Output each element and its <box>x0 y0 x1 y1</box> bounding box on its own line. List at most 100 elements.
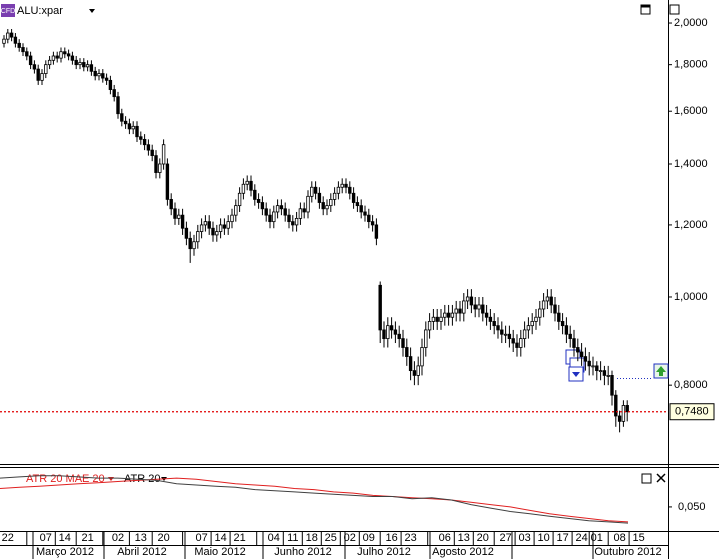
month-label: Julho 2012 <box>357 546 411 558</box>
candle-body <box>13 36 18 44</box>
candle-body <box>131 125 135 130</box>
candle-body <box>465 296 470 302</box>
x-tick-label: 24 <box>575 532 587 544</box>
candle-body <box>177 214 181 219</box>
candle-body <box>625 405 629 413</box>
last-price-box <box>669 403 715 421</box>
candle-body <box>511 338 515 344</box>
candle-body <box>142 138 147 146</box>
candle-body <box>602 370 607 376</box>
cfd-badge[interactable] <box>1 4 15 17</box>
candle-body <box>234 205 238 216</box>
x-tick-label: 03 <box>518 532 530 544</box>
candle-body <box>507 333 512 340</box>
month-label: Agosto 2012 <box>432 546 494 558</box>
candle-body <box>173 208 177 219</box>
x-tick-label: 20 <box>157 532 169 544</box>
candle-body <box>443 312 447 318</box>
candle-body <box>435 316 439 322</box>
y-tick-label: 1,6000 <box>674 105 708 117</box>
candle-body <box>374 224 379 239</box>
candle-body <box>150 149 154 157</box>
candle-body <box>412 370 417 376</box>
candle-body <box>446 312 451 318</box>
candle-body <box>165 163 170 200</box>
x-tick-label: 02 <box>344 532 356 544</box>
candle-body <box>294 217 299 226</box>
candle-body <box>180 214 185 229</box>
candle-body <box>617 415 622 422</box>
candle-body <box>28 55 33 66</box>
candle-body <box>9 32 14 38</box>
candle-body <box>454 308 458 314</box>
candle-body <box>260 202 265 210</box>
close-button[interactable] <box>656 473 666 483</box>
y-tick-label: 1,8000 <box>674 59 708 71</box>
candle-body <box>283 208 287 216</box>
candle-body <box>363 211 367 216</box>
maximize-button[interactable] <box>641 473 652 484</box>
candle-body <box>120 113 124 122</box>
x-tick-label: 10 <box>537 532 549 544</box>
candle-body <box>621 405 626 422</box>
candle-body <box>123 120 128 125</box>
candle-body <box>378 284 382 331</box>
x-tick-label: 16 <box>385 532 397 544</box>
candle-body <box>397 333 401 340</box>
candle-body <box>63 51 67 55</box>
candle-body <box>488 316 493 322</box>
candle-body <box>344 183 348 188</box>
y-tick-label: 2,0000 <box>674 17 708 29</box>
candle-body <box>583 356 588 362</box>
candle-body <box>587 360 591 367</box>
x-tick-label: 15 <box>632 532 644 544</box>
candle-body <box>184 227 189 239</box>
candle-body <box>408 356 413 372</box>
candle-body <box>222 224 227 229</box>
panel-button[interactable] <box>669 4 680 15</box>
candle-body <box>332 192 337 200</box>
candle-body <box>192 241 196 250</box>
candle-body <box>340 183 344 188</box>
candle-body <box>17 42 21 48</box>
candle-body <box>310 186 314 197</box>
candle-body <box>541 300 546 310</box>
candle-body <box>348 186 352 194</box>
month-label: Abril 2012 <box>117 546 167 558</box>
candle-body <box>481 304 485 314</box>
candle-body <box>36 68 40 81</box>
maximize-button[interactable] <box>640 4 651 15</box>
x-tick-label: 07 <box>195 532 207 544</box>
candle-body <box>135 125 139 138</box>
candle-body <box>370 221 375 226</box>
candle-body <box>469 296 474 306</box>
candle-body <box>595 365 599 372</box>
candle-body <box>329 199 333 207</box>
candle-body <box>591 365 595 368</box>
candle-body <box>6 32 10 40</box>
candle-body <box>560 321 565 327</box>
x-tick-label: 01 <box>591 532 603 544</box>
y-tick-label: 0,8000 <box>674 379 708 391</box>
dropdown-arrow[interactable] <box>89 9 95 13</box>
candle-body <box>97 73 101 77</box>
legend-entry[interactable]: ATR 20 <box>124 473 160 485</box>
candle-body <box>492 321 496 327</box>
candle-body <box>78 62 82 66</box>
candle-body <box>226 221 230 229</box>
candle-body <box>40 73 44 81</box>
x-tick-label: 09 <box>363 532 375 544</box>
candle-body <box>317 192 322 203</box>
candle-body <box>500 329 504 335</box>
candle-body <box>230 214 234 223</box>
candle-body <box>207 221 211 229</box>
x-tick-label: 13 <box>458 532 470 544</box>
candle-body <box>359 205 363 213</box>
candle-body <box>538 308 542 318</box>
x-tick-label: 27 <box>499 532 511 544</box>
indicator-line <box>0 475 629 524</box>
candle-body <box>211 227 215 236</box>
symbol-title[interactable]: ALU:xpar <box>17 5 63 17</box>
